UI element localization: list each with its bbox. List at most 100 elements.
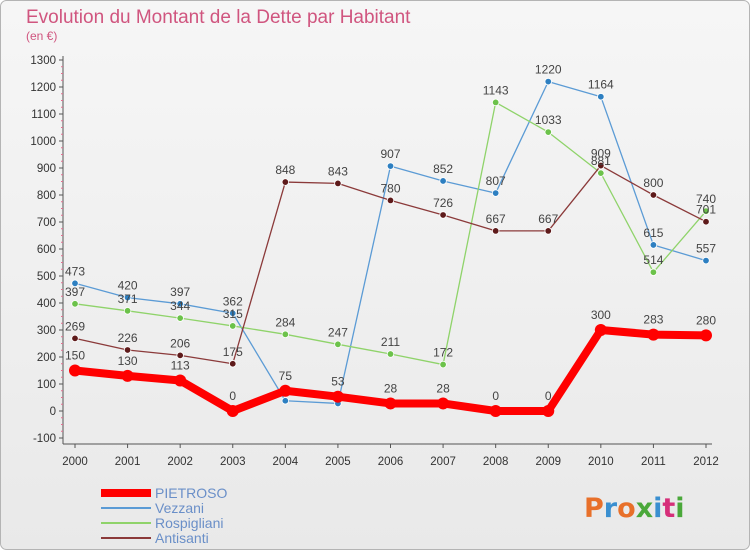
logo-letter: x xyxy=(636,493,653,524)
data-point-pietroso xyxy=(226,405,239,417)
data-label-antisanti: 175 xyxy=(223,345,243,359)
y-tick-label: 500 xyxy=(37,271,56,283)
x-tick-label: 2005 xyxy=(325,456,351,468)
data-point-pietroso xyxy=(69,364,81,377)
data-point-vezzani xyxy=(544,77,552,86)
data-label-antisanti: 667 xyxy=(486,212,506,226)
y-tick-label: 400 xyxy=(37,298,56,310)
data-label-rospigliani: 397 xyxy=(65,285,85,299)
logo-text: Proxiti xyxy=(584,493,685,524)
logo-letter: i xyxy=(675,493,684,524)
data-label-rospigliani: 211 xyxy=(381,335,400,349)
y-tick-label: 200 xyxy=(37,352,56,364)
data-label-antisanti: 909 xyxy=(591,147,611,161)
data-label-antisanti: 726 xyxy=(433,196,453,210)
logo-letter: o xyxy=(617,493,636,524)
data-point-rospigliani xyxy=(439,360,447,369)
data-label-pietroso: 130 xyxy=(118,354,138,368)
data-label-rospigliani: 1143 xyxy=(483,83,509,97)
x-tick-label: 2008 xyxy=(483,456,509,468)
y-tick-label: -100 xyxy=(33,433,56,445)
data-point-pietroso xyxy=(384,397,397,410)
data-point-antisanti xyxy=(281,178,290,186)
data-point-pietroso xyxy=(121,369,134,382)
y-tick-label: 100 xyxy=(37,379,56,391)
data-label-pietroso: 283 xyxy=(643,313,663,327)
data-point-pietroso xyxy=(700,329,712,342)
data-label-pietroso: 28 xyxy=(436,381,450,395)
data-point-rospigliani xyxy=(386,350,395,358)
data-label-vezzani: 1220 xyxy=(535,63,562,77)
data-point-rospigliani xyxy=(281,330,290,339)
data-point-antisanti xyxy=(702,218,710,226)
data-label-antisanti: 226 xyxy=(118,331,138,345)
y-tick-label: 1200 xyxy=(30,82,56,94)
data-point-antisanti xyxy=(386,196,395,205)
data-label-pietroso: 75 xyxy=(279,369,293,383)
data-point-vezzani xyxy=(491,189,500,197)
data-point-rospigliani xyxy=(334,340,342,349)
data-label-vezzani: 397 xyxy=(170,285,190,299)
y-tick-label: 700 xyxy=(37,217,56,229)
data-label-rospigliani: 881 xyxy=(591,154,611,168)
x-tick-label: 2007 xyxy=(430,456,456,468)
data-label-pietroso: 150 xyxy=(65,349,85,363)
chart-title: Evolution du Montant de la Dette par Hab… xyxy=(26,7,411,28)
data-point-antisanti xyxy=(544,227,552,235)
x-tick-label: 2010 xyxy=(588,456,614,468)
data-label-vezzani: 473 xyxy=(65,264,85,278)
data-label-pietroso: 0 xyxy=(229,389,236,403)
data-point-vezzani xyxy=(439,177,447,185)
legend-label-rospigliani: Rospigliani xyxy=(155,515,223,531)
data-label-antisanti: 848 xyxy=(275,163,295,177)
logo-letter: r xyxy=(604,493,618,524)
data-label-pietroso: 28 xyxy=(384,381,398,395)
data-label-vezzani: 615 xyxy=(643,226,663,240)
data-label-rospigliani: 514 xyxy=(643,253,663,267)
data-point-pietroso xyxy=(647,328,660,341)
data-point-antisanti xyxy=(491,227,500,235)
logo-letter: t xyxy=(662,493,675,524)
data-label-antisanti: 701 xyxy=(696,203,716,217)
data-point-pietroso xyxy=(489,405,502,417)
data-point-antisanti xyxy=(71,334,79,343)
x-tick-label: 2000 xyxy=(62,456,88,468)
data-point-vezzani xyxy=(281,397,290,405)
data-point-vezzani xyxy=(702,256,710,265)
data-point-antisanti xyxy=(597,161,605,170)
data-point-antisanti xyxy=(439,211,447,219)
x-tick-label: 2002 xyxy=(167,456,193,468)
data-point-rospigliani xyxy=(491,98,500,107)
data-label-pietroso: 280 xyxy=(696,313,716,327)
data-point-pietroso xyxy=(594,324,607,336)
x-tick-label: 2006 xyxy=(378,456,404,468)
x-tick-label: 2003 xyxy=(220,456,246,468)
data-point-vezzani xyxy=(71,279,79,287)
data-label-antisanti: 780 xyxy=(380,181,400,195)
data-point-pietroso xyxy=(174,374,187,387)
data-point-vezzani xyxy=(229,309,237,317)
data-point-antisanti xyxy=(649,191,658,199)
y-tick-label: 1100 xyxy=(31,109,56,121)
data-label-rospigliani: 315 xyxy=(223,307,243,321)
data-point-vezzani xyxy=(386,162,395,170)
data-label-pietroso: 0 xyxy=(492,389,499,403)
x-tick-label: 2011 xyxy=(641,456,666,468)
data-label-vezzani: 807 xyxy=(486,174,506,188)
data-label-vezzani: 852 xyxy=(433,162,453,176)
x-tick-label: 2012 xyxy=(693,456,719,468)
data-label-vezzani: 420 xyxy=(118,279,138,293)
data-label-rospigliani: 172 xyxy=(433,346,453,360)
data-point-rospigliani xyxy=(702,207,710,215)
data-point-rospigliani xyxy=(123,307,132,315)
data-point-rospigliani xyxy=(597,169,605,177)
y-tick-label: 1300 xyxy=(30,55,56,67)
data-point-pietroso xyxy=(437,397,450,410)
chart-axes: -100010020030040050060070080090010001100… xyxy=(30,55,718,468)
data-label-antisanti: 269 xyxy=(65,319,85,333)
data-point-antisanti xyxy=(176,351,184,360)
x-tick-label: 2009 xyxy=(535,456,561,468)
